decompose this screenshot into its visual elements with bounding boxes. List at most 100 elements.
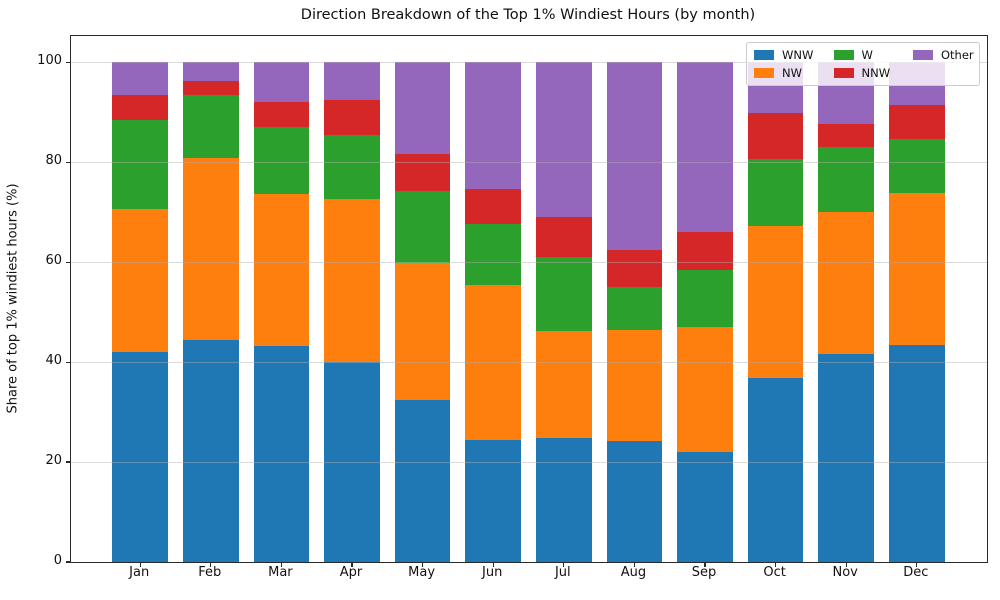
bar-segment-mar-w	[253, 127, 310, 195]
x-tick-mark	[916, 563, 918, 567]
bar-segment-sep-other	[677, 62, 733, 233]
legend-item-nnw: NNW	[833, 66, 914, 80]
bar-segment-jul-nw	[536, 331, 592, 438]
bar-segment-dec-wnw	[889, 345, 945, 562]
x-tick-label-jan: Jan	[129, 565, 150, 580]
bar-segment-aug-wnw	[606, 441, 663, 562]
legend-label-wnw: WNW	[782, 48, 814, 62]
gridline-y-20	[71, 461, 987, 463]
x-tick-mark	[351, 563, 353, 567]
gridline-y-80	[71, 161, 987, 163]
bar-segment-jan-nnw	[112, 95, 168, 121]
bar-segment-mar-nnw	[253, 101, 310, 128]
bar-segment-jul-w	[536, 257, 592, 332]
bar-segment-dec-nw	[889, 193, 945, 346]
bar-segment-jun-w	[465, 224, 521, 285]
x-tick-label-mar: Mar	[268, 565, 293, 580]
x-tick-mark	[563, 563, 565, 567]
bar-segment-sep-wnw	[677, 451, 733, 562]
bar-segment-may-nw	[394, 263, 451, 401]
legend-item-other: Other	[913, 48, 974, 62]
bar-segment-aug-other	[606, 62, 663, 250]
bar-segment-mar-other	[253, 62, 310, 102]
y-tick-label-40: 40	[45, 353, 62, 369]
bar-segment-may-nnw	[394, 153, 451, 192]
bar-segment-jun-other	[465, 62, 521, 190]
legend-item-wnw: WNW	[754, 48, 834, 62]
legend: WNW NW W NNW Other	[746, 42, 980, 86]
bar-segment-dec-nnw	[889, 104, 945, 139]
bar-segment-dec-w	[889, 138, 945, 194]
y-tick-mark	[66, 561, 70, 563]
bar-segment-apr-nnw	[324, 99, 380, 135]
x-tick-label-jun: Jun	[482, 565, 503, 580]
x-tick-label-oct: Oct	[763, 565, 786, 580]
bar-segment-jun-wnw	[465, 440, 521, 562]
bar-segment-jan-other	[112, 62, 168, 96]
chart-title: Direction Breakdown of the Top 1% Windie…	[300, 7, 756, 23]
bar-segment-feb-nnw	[183, 80, 239, 95]
bar-segment-jan-w	[112, 120, 168, 209]
y-tick-mark	[66, 161, 70, 163]
legend-item-nw: NW	[754, 66, 834, 80]
legend-swatch-nnw	[833, 68, 854, 78]
legend-column: WNW NW	[754, 48, 834, 80]
x-tick-label-jul: Jul	[554, 565, 571, 580]
bar-segment-oct-nw	[747, 225, 804, 378]
x-tick-mark	[139, 563, 141, 567]
bar-segment-may-other	[394, 62, 451, 154]
bar-segment-nov-w	[818, 147, 874, 213]
bar-segment-jul-nnw	[536, 217, 592, 258]
legend-item-w: W	[833, 48, 914, 62]
gridline-y-100	[71, 61, 987, 63]
x-tick-label-nov: Nov	[832, 565, 858, 580]
legend-swatch-other	[913, 50, 933, 60]
y-tick-label-60: 60	[45, 253, 62, 269]
y-axis-label: Share of top 1% windiest hours (%)	[5, 183, 21, 414]
bar-segment-oct-w	[747, 158, 804, 226]
legend-label-nw: NW	[782, 66, 802, 80]
bar-segment-may-wnw	[394, 400, 451, 562]
bar-segment-jul-other	[536, 62, 592, 218]
y-tick-label-0: 0	[53, 553, 62, 568]
bar-segment-aug-w	[606, 287, 663, 331]
x-tick-mark	[280, 563, 282, 567]
x-tick-mark	[775, 563, 777, 567]
x-tick-mark	[492, 563, 494, 567]
bar-segment-mar-nw	[253, 194, 310, 347]
gridline-y-40	[71, 361, 987, 363]
x-tick-mark	[845, 563, 847, 567]
legend-swatch-w	[833, 50, 854, 60]
x-tick-mark	[210, 563, 212, 567]
bar-segment-feb-wnw	[183, 339, 239, 562]
x-tick-label-aug: Aug	[620, 565, 647, 580]
bar-segment-jun-nnw	[465, 189, 521, 225]
bar-segment-aug-nw	[606, 330, 663, 442]
x-tick-mark	[704, 563, 706, 567]
y-tick-label-20: 20	[45, 453, 62, 469]
x-tick-mark	[633, 563, 635, 567]
legend-swatch-wnw	[754, 50, 774, 60]
x-tick-label-may: May	[408, 565, 436, 580]
y-tick-label-100: 100	[37, 53, 62, 69]
bar-segment-jan-wnw	[112, 352, 168, 562]
bar-segment-apr-w	[324, 134, 380, 200]
bar-segment-sep-nnw	[677, 232, 733, 271]
bar-segment-may-w	[394, 191, 451, 264]
bar-segment-mar-wnw	[253, 346, 310, 562]
bar-segment-oct-nnw	[747, 112, 804, 159]
x-tick-label-sep: Sep	[691, 565, 717, 580]
legend-label-w: W	[861, 48, 873, 62]
bar-segment-apr-nw	[324, 199, 380, 363]
plot-area	[66, 35, 988, 567]
bar-segment-nov-nnw	[818, 123, 874, 148]
bar-segment-nov-wnw	[818, 353, 874, 562]
legend-label-nnw: NNW	[861, 66, 891, 80]
bar-segment-apr-wnw	[324, 362, 380, 562]
legend-swatch-nw	[754, 68, 774, 78]
bar-segment-jan-nw	[112, 208, 168, 353]
y-tick-label-80: 80	[45, 153, 62, 169]
bar-segment-nov-nw	[818, 212, 874, 354]
bar-segment-sep-w	[677, 270, 733, 328]
y-tick-mark	[66, 261, 70, 263]
